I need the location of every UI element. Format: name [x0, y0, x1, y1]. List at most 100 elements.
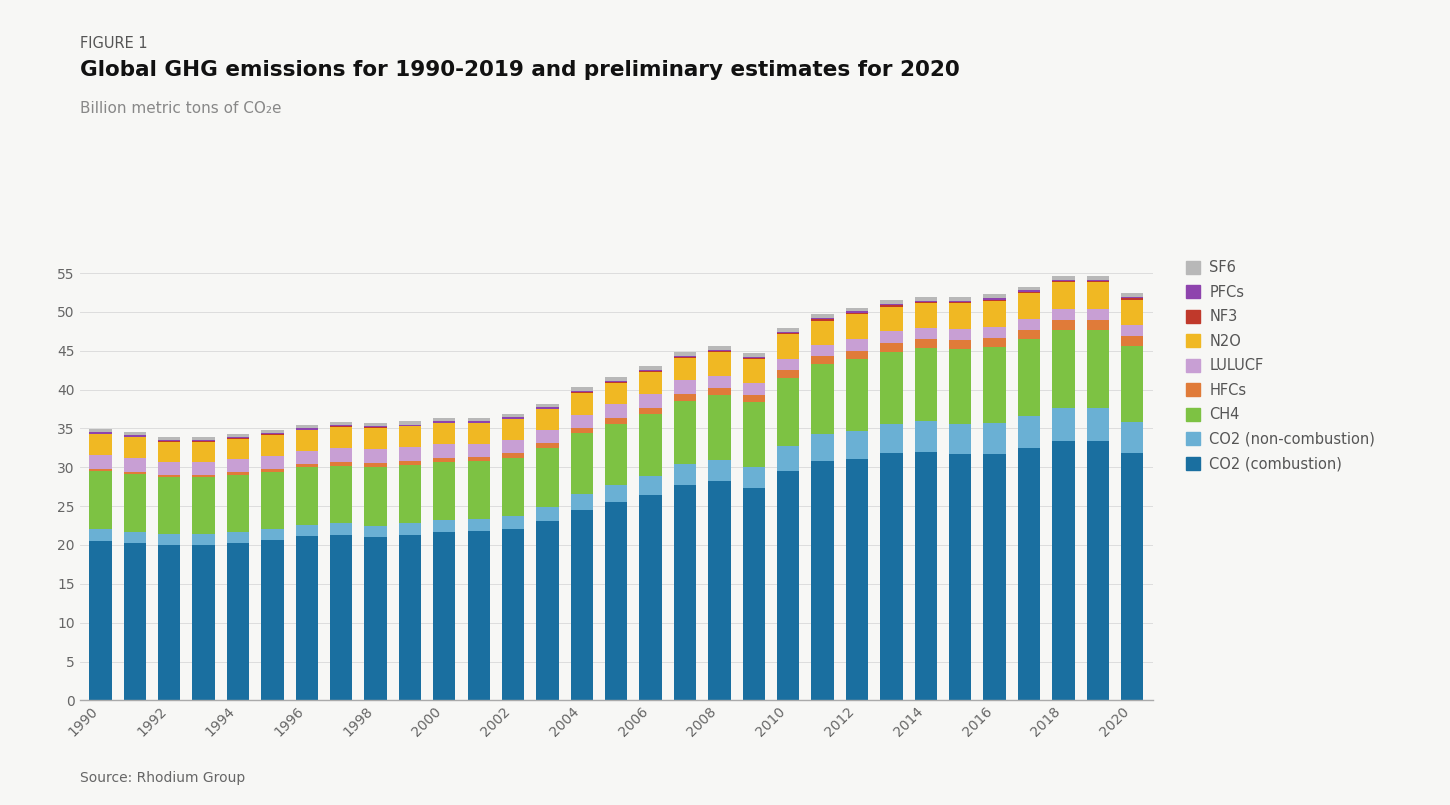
Bar: [536, 409, 558, 430]
Bar: [193, 462, 215, 475]
Bar: [983, 454, 1006, 700]
Bar: [399, 461, 420, 465]
Bar: [880, 305, 902, 307]
Bar: [708, 460, 731, 481]
Bar: [708, 481, 731, 700]
Bar: [1018, 339, 1040, 416]
Bar: [364, 537, 387, 700]
Bar: [1018, 416, 1040, 448]
Bar: [1086, 407, 1109, 441]
Bar: [880, 453, 902, 700]
Bar: [777, 446, 799, 471]
Bar: [536, 404, 558, 407]
Bar: [536, 521, 558, 700]
Bar: [812, 318, 834, 320]
Bar: [1018, 330, 1040, 339]
Bar: [1086, 281, 1109, 283]
Text: Billion metric tons of CO₂e: Billion metric tons of CO₂e: [80, 101, 281, 116]
Bar: [571, 387, 593, 390]
Bar: [1018, 287, 1040, 291]
Bar: [296, 468, 318, 525]
Bar: [1121, 336, 1143, 346]
Bar: [742, 353, 766, 357]
Bar: [364, 427, 387, 448]
Bar: [123, 532, 146, 543]
Bar: [742, 358, 766, 359]
Bar: [915, 300, 937, 302]
Bar: [296, 430, 318, 451]
Bar: [331, 448, 352, 462]
Bar: [261, 435, 284, 456]
Bar: [708, 353, 731, 376]
Bar: [1053, 281, 1074, 283]
Bar: [571, 393, 593, 415]
Bar: [1086, 275, 1109, 279]
Bar: [434, 422, 455, 423]
Bar: [983, 423, 1006, 454]
Text: FIGURE 1: FIGURE 1: [80, 36, 148, 52]
Bar: [880, 423, 902, 453]
Bar: [1018, 319, 1040, 330]
Bar: [90, 429, 112, 432]
Bar: [502, 440, 525, 453]
Bar: [226, 543, 249, 700]
Bar: [742, 357, 766, 358]
Bar: [90, 455, 112, 469]
Bar: [364, 464, 387, 468]
Bar: [983, 337, 1006, 347]
Bar: [261, 472, 284, 529]
Bar: [708, 388, 731, 395]
Bar: [502, 417, 525, 419]
Bar: [467, 444, 490, 457]
Bar: [845, 314, 869, 339]
Bar: [434, 458, 455, 462]
Bar: [708, 350, 731, 351]
Bar: [536, 507, 558, 521]
Bar: [123, 474, 146, 532]
Bar: [536, 407, 558, 408]
Bar: [983, 299, 1006, 301]
Bar: [1053, 309, 1074, 320]
Bar: [434, 419, 455, 422]
Bar: [880, 343, 902, 352]
Bar: [536, 430, 558, 444]
Bar: [193, 437, 215, 440]
Bar: [434, 520, 455, 532]
Bar: [193, 477, 215, 535]
Bar: [399, 465, 420, 523]
Bar: [845, 313, 869, 314]
Bar: [812, 320, 834, 345]
Bar: [742, 382, 766, 395]
Bar: [915, 328, 937, 339]
Bar: [193, 535, 215, 545]
Bar: [467, 461, 490, 519]
Bar: [742, 468, 766, 489]
Bar: [845, 312, 869, 313]
Bar: [1086, 283, 1109, 309]
Bar: [536, 444, 558, 448]
Bar: [158, 442, 180, 462]
Bar: [777, 378, 799, 446]
Bar: [261, 469, 284, 472]
Bar: [983, 327, 1006, 337]
Bar: [812, 461, 834, 700]
Bar: [1018, 293, 1040, 319]
Bar: [399, 424, 420, 426]
Bar: [434, 444, 455, 458]
Bar: [90, 471, 112, 530]
Bar: [948, 302, 972, 303]
Bar: [1121, 293, 1143, 297]
Bar: [708, 351, 731, 353]
Bar: [90, 530, 112, 541]
Bar: [226, 475, 249, 532]
Bar: [674, 380, 696, 394]
Bar: [983, 298, 1006, 299]
Bar: [880, 352, 902, 423]
Bar: [399, 523, 420, 535]
Bar: [880, 299, 902, 303]
Bar: [915, 452, 937, 700]
Bar: [158, 475, 180, 477]
Bar: [880, 307, 902, 332]
Bar: [123, 472, 146, 474]
Bar: [434, 532, 455, 700]
